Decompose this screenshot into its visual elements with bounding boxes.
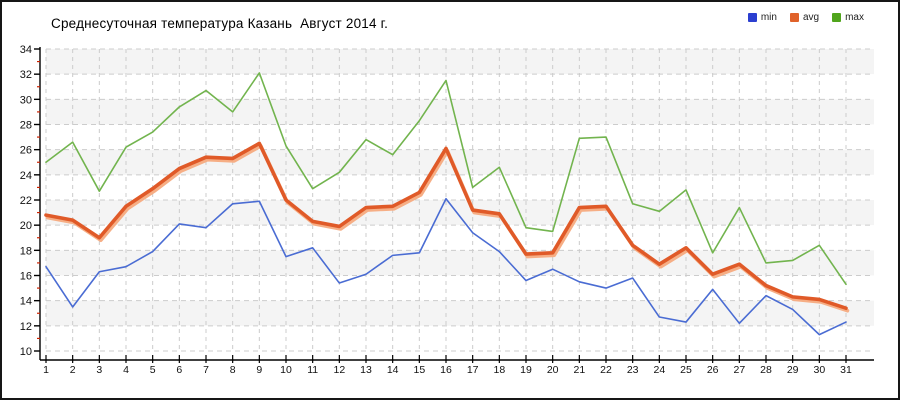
x-tick-label: 8 [230,364,236,376]
x-tick-label: 12 [333,364,345,376]
x-tick-label: 22 [600,364,612,376]
y-tick-label: 16 [20,271,32,283]
y-tick-label: 22 [20,195,32,207]
x-tick-label: 7 [203,364,209,376]
y-tick-label: 28 [20,120,32,132]
plot-band [46,74,874,100]
plot-band [46,250,874,276]
x-tick-label: 20 [547,364,559,376]
x-tick-label: 15 [413,364,425,376]
x-tick-label: 28 [760,364,772,376]
y-tick-labels: 34 32 30 28 26 24 22 20 18 16 14 12 10 [20,44,32,358]
legend-label-max: max [845,12,864,23]
series [44,72,850,336]
series-line-min [45,197,847,336]
x-tick-label: 13 [360,364,372,376]
y-tick-label: 34 [20,44,32,56]
legend-swatch-avg-icon [789,13,799,22]
x-tick-label: 10 [280,364,292,376]
series-line-max [45,72,847,286]
y-tick-label: 14 [20,296,32,308]
y-tick-label: 18 [20,245,32,257]
x-tick-label: 19 [520,364,532,376]
y-tick-label: 20 [20,220,32,232]
x-tick-label: 2 [70,364,76,376]
legend-item-avg: avg [789,12,820,23]
x-tick-label: 4 [123,364,129,376]
x-tick-label: 3 [96,364,102,376]
x-tick-label: 27 [733,364,745,376]
x-tick-label: 5 [150,364,156,376]
x-tick-label: 17 [467,364,479,376]
x-tick-labels: 1 2 3 4 5 6 7 8 9 10 11 12 13 14 15 16 17 18 19 20 21 22 23 24 2… [43,364,852,376]
x-tick-label: 9 [256,364,262,376]
y-tick-label: 12 [20,321,32,333]
y-ticks [34,48,40,352]
x-tick-label: 21 [573,364,585,376]
x-tick-label: 11 [307,364,318,376]
x-tick-label: 16 [440,364,452,376]
plot-band [46,200,874,226]
x-tick-label: 14 [387,364,399,376]
plot-band [46,225,874,251]
x-tick-label: 24 [653,364,665,376]
x-tick-label: 23 [627,364,639,376]
x-ticks [45,355,847,363]
x-tick-label: 29 [787,364,799,376]
y-tick-label: 30 [20,94,32,106]
legend: min avg max [747,12,864,23]
legend-item-max: max [832,12,864,23]
plot-band [46,49,874,75]
legend-label-min: min [760,12,777,23]
x-tick-label: 31 [840,364,852,376]
plot-band [46,325,874,351]
plot-band [46,149,874,175]
legend-item-min: min [747,12,777,23]
y-tick-label: 32 [20,69,32,81]
plot-band [46,300,874,326]
legend-swatch-min-icon [747,13,757,22]
x-tick-label: 30 [813,364,825,376]
y-tick-label: 24 [20,170,32,182]
series-line-avg [44,141,848,311]
y-tick-label: 26 [20,145,32,157]
chart-title: Среднесуточная температура Казань Август… [51,16,389,31]
plot-band [46,275,874,301]
legend-label-avg: avg [802,12,820,23]
x-tick-label: 25 [680,364,692,376]
plot-band [46,99,874,125]
x-tick-label: 18 [493,364,505,376]
x-tick-label: 6 [176,364,182,376]
y-tick-label: 10 [20,346,32,358]
x-tick-label: 1 [43,364,49,376]
plot-bands [46,49,874,351]
legend-swatch-max-icon [832,13,842,22]
x-tick-label: 26 [707,364,719,376]
